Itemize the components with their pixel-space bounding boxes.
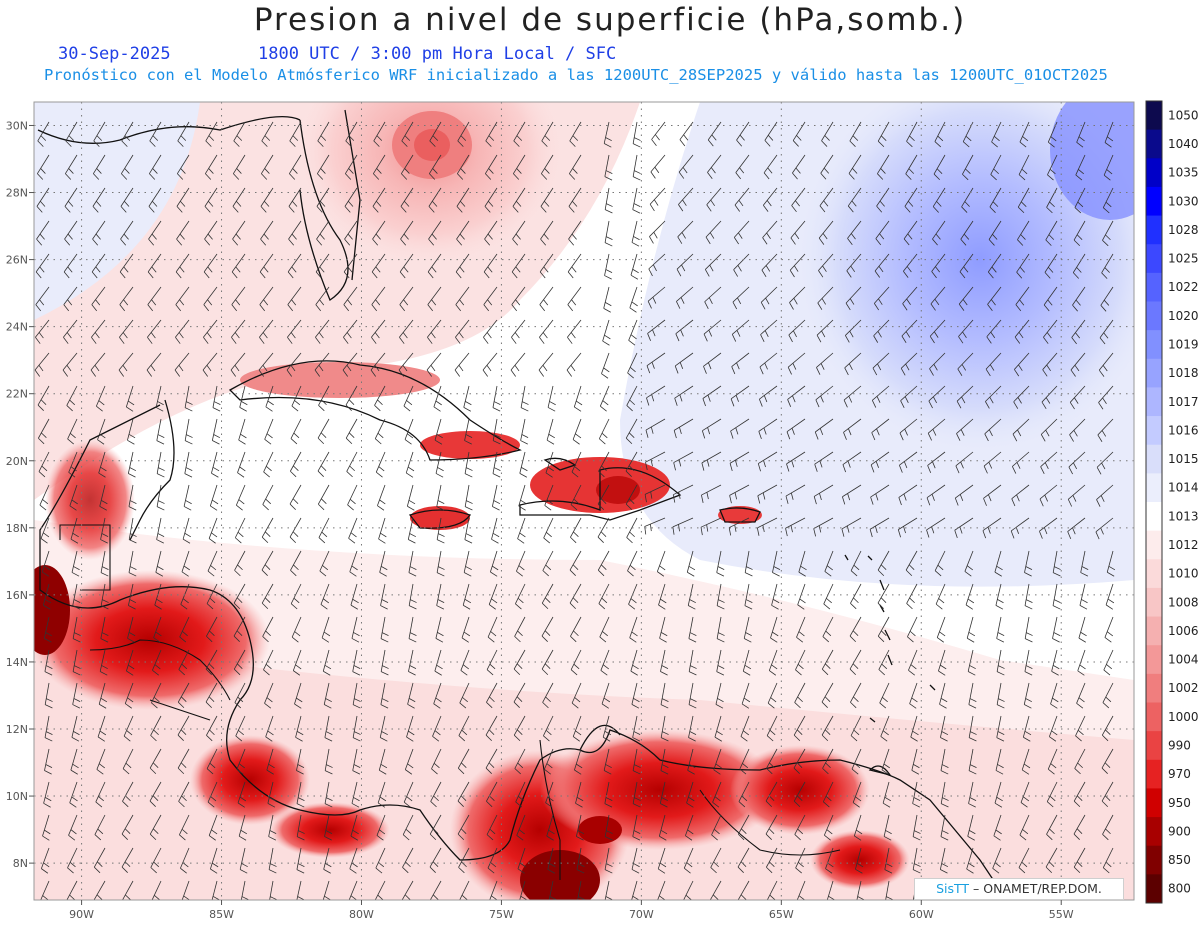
colorbar-swatch: [1146, 444, 1162, 474]
colorbar-label: 1002: [1168, 681, 1199, 695]
colorbar-swatch: [1146, 358, 1162, 388]
lon-tick-label: 75W: [489, 908, 514, 921]
colorbar-label: 900: [1168, 824, 1191, 838]
colorbar-label: 1013: [1168, 509, 1199, 523]
colorbar-label: 1000: [1168, 710, 1199, 724]
model-subtitle: Pronóstico con el Modelo Atmósferico WRF…: [44, 66, 1108, 84]
colorbar-label: 1018: [1168, 366, 1199, 380]
colorbar-swatch: [1146, 215, 1162, 245]
lon-tick-label: 55W: [1049, 908, 1074, 921]
colorbar-swatch: [1146, 587, 1162, 618]
colorbar-label: 850: [1168, 853, 1191, 867]
colorbar-swatch: [1146, 473, 1162, 503]
colorbar-swatch: [1146, 817, 1162, 847]
lat-tick-label: 28N: [6, 187, 28, 200]
credit-box: SisTT – ONAMET/REP.DOM.: [914, 878, 1124, 900]
colorbar-label: 1008: [1168, 595, 1199, 609]
colorbar-swatch: [1146, 186, 1162, 217]
sistt-logo: SisTT: [936, 881, 970, 896]
lat-tick-label: 8N: [13, 857, 28, 870]
colorbar-label: 1012: [1168, 538, 1199, 552]
wind-barbs: [34, 121, 1116, 900]
colorbar-swatch: [1146, 845, 1162, 875]
lon-tick-label: 60W: [909, 908, 934, 921]
colorbar-label: 1025: [1168, 252, 1199, 266]
colorbar-swatch: [1146, 559, 1162, 589]
colorbar-swatch: [1146, 759, 1162, 789]
colorbar-label: 1015: [1168, 452, 1199, 466]
lon-tick-label: 85W: [209, 908, 234, 921]
colorbar-label: 1035: [1168, 166, 1199, 180]
page-title: Presion a nivel de superficie (hPa,somb.…: [253, 2, 967, 38]
colorbar-label: 1019: [1168, 337, 1199, 351]
colorbar-label: 1006: [1168, 624, 1199, 638]
lat-lon-grid: [34, 102, 1134, 900]
colorbar-label: 970: [1168, 767, 1191, 781]
lon-tick-label: 90W: [69, 908, 94, 921]
colorbar-swatch: [1146, 673, 1162, 703]
valid-date: 30-Sep-2025: [58, 44, 171, 64]
colorbar-swatch: [1146, 731, 1162, 761]
lat-tick-label: 14N: [6, 656, 28, 669]
lat-tick-label: 12N: [6, 723, 28, 736]
colorbar-swatch: [1146, 502, 1162, 532]
colorbar-label: 1010: [1168, 567, 1199, 581]
lat-tick-label: 20N: [6, 455, 28, 468]
axis-ticks: 90W 85W 80W 75W 70W 65W 60W 55W 30N 28N 26N 24N 22N 2…: [6, 119, 1074, 921]
colorbar: 1050 1040 1035 1030 1028 1025 1022 1020 1019 1018…: [1145, 100, 1199, 904]
lat-tick-label: 22N: [6, 388, 28, 401]
colorbar-label: 1022: [1168, 280, 1199, 294]
colorbar-swatch: [1146, 244, 1162, 274]
colorbar-swatch: [1146, 387, 1162, 417]
colorbar-swatch: [1146, 788, 1162, 818]
lon-tick-label: 70W: [629, 908, 654, 921]
colorbar-swatch: [1146, 301, 1162, 331]
lon-tick-label: 65W: [769, 908, 794, 921]
colorbar-label: 1030: [1168, 194, 1199, 208]
colorbar-swatch: [1146, 272, 1162, 302]
colorbar-label: 950: [1168, 796, 1191, 810]
coastlines: [37, 109, 1001, 891]
colorbar-swatch: [1146, 702, 1162, 732]
lat-tick-label: 24N: [6, 321, 28, 334]
colorbar-label: 1004: [1168, 653, 1199, 667]
valid-time: 1800 UTC / 3:00 pm Hora Local / SFC: [258, 44, 617, 64]
plot-frame: [33, 101, 1135, 901]
colorbar-label: 1050: [1168, 108, 1199, 122]
lat-tick-label: 10N: [6, 790, 28, 803]
colorbar-swatch: [1146, 101, 1162, 131]
colorbar-swatch: [1146, 530, 1162, 560]
lat-tick-label: 30N: [6, 119, 28, 132]
lat-tick-label: 18N: [6, 522, 28, 535]
colorbar-label: 1014: [1168, 481, 1199, 495]
lat-tick-label: 26N: [6, 254, 28, 267]
credit-org: – ONAMET/REP.DOM.: [973, 881, 1102, 896]
colorbar-swatch: [1146, 874, 1162, 904]
colorbar-swatch: [1146, 330, 1162, 360]
colorbar-swatch: [1146, 158, 1162, 188]
colorbar-swatch: [1146, 416, 1162, 446]
colorbar-label: 1017: [1168, 395, 1199, 409]
colorbar-label: 1016: [1168, 423, 1199, 437]
colorbar-swatch: [1146, 616, 1162, 646]
colorbar-label: 800: [1168, 882, 1191, 896]
colorbar-label: 1040: [1168, 137, 1199, 151]
lat-tick-label: 16N: [6, 589, 28, 602]
lon-tick-label: 80W: [349, 908, 374, 921]
colorbar-swatch: [1146, 129, 1162, 159]
colorbar-label: 1020: [1168, 309, 1199, 323]
plot-area: [34, 102, 1134, 900]
colorbar-label: 990: [1168, 738, 1191, 752]
colorbar-swatch: [1146, 645, 1162, 675]
colorbar-label: 1028: [1168, 223, 1199, 237]
